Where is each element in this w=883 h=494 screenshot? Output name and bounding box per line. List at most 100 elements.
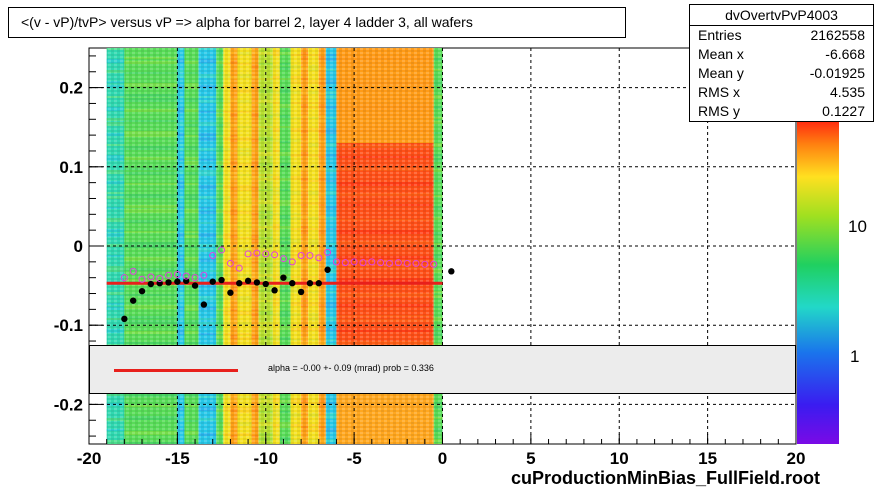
data-point bbox=[174, 278, 181, 285]
data-point bbox=[147, 273, 155, 281]
data-point bbox=[173, 271, 181, 279]
data-point bbox=[412, 259, 420, 267]
axes: -20 -15 -10 -5 0 5 10 15 20 0.2 0.1 0 -0.1 -0.2 bbox=[54, 55, 806, 468]
data-point bbox=[271, 287, 278, 294]
data-point bbox=[297, 288, 305, 296]
data-point bbox=[280, 274, 287, 281]
stats-value: 4.535 bbox=[829, 84, 865, 100]
y-tick-label: -0.2 bbox=[54, 395, 83, 414]
data-point bbox=[120, 274, 128, 282]
stats-value: -6.668 bbox=[825, 46, 865, 62]
stats-name: dvOvertvPvP4003 bbox=[690, 5, 873, 26]
data-point bbox=[227, 289, 234, 296]
data-point bbox=[191, 274, 199, 282]
x-tick-label: 20 bbox=[787, 449, 806, 468]
data-point bbox=[183, 277, 190, 285]
data-point bbox=[121, 315, 128, 323]
data-point bbox=[332, 258, 340, 266]
stats-value: -0.01925 bbox=[809, 65, 865, 81]
stats-label: Entries bbox=[698, 27, 742, 43]
chart-title: <(v - vP)/tvP> versus vP => alpha for ba… bbox=[8, 7, 626, 38]
data-point bbox=[209, 278, 216, 285]
data-point bbox=[288, 258, 296, 266]
data-point bbox=[394, 259, 402, 267]
stats-label: RMS y bbox=[698, 103, 740, 119]
data-point bbox=[235, 264, 243, 272]
data-point bbox=[253, 279, 261, 286]
y-tick-label: -0.1 bbox=[54, 316, 83, 335]
data-point bbox=[236, 280, 243, 287]
stats-value: 2162558 bbox=[810, 27, 865, 43]
data-point bbox=[421, 260, 429, 268]
x-tick-label: 0 bbox=[438, 449, 447, 468]
data-point bbox=[262, 280, 269, 288]
data-point bbox=[147, 280, 155, 288]
stats-row: Mean x -6.668 bbox=[690, 45, 873, 64]
stats-label: Mean x bbox=[698, 46, 744, 62]
data-point bbox=[297, 252, 305, 260]
stats-row: RMS y 0.1227 bbox=[690, 102, 873, 121]
data-point bbox=[129, 267, 137, 275]
data-point bbox=[324, 266, 331, 273]
stats-row: Entries 2162558 bbox=[690, 26, 873, 45]
data-point bbox=[156, 280, 163, 287]
stats-label: Mean y bbox=[698, 65, 744, 81]
data-point bbox=[209, 252, 217, 260]
data-point bbox=[200, 301, 208, 308]
data-point bbox=[218, 276, 225, 284]
x-tick-label: 5 bbox=[526, 449, 535, 468]
data-point bbox=[306, 280, 314, 287]
data-point bbox=[403, 259, 411, 267]
data-point bbox=[289, 280, 296, 287]
fit-legend: alpha = -0.00 +- 0.09 (mrad) prob = 0.33… bbox=[89, 345, 796, 394]
stats-row: Mean y -0.01925 bbox=[690, 64, 873, 83]
data-point bbox=[200, 271, 208, 279]
data-point bbox=[156, 274, 164, 282]
data-point bbox=[138, 275, 146, 283]
data-point bbox=[430, 260, 438, 268]
data-point bbox=[271, 251, 279, 259]
stats-row: RMS x 4.535 bbox=[690, 83, 873, 102]
markers bbox=[120, 246, 455, 323]
data-point bbox=[129, 297, 137, 304]
y-tick-label: 0.1 bbox=[59, 158, 83, 177]
y-tick-label: 0.2 bbox=[59, 79, 83, 98]
x-tick-label: 10 bbox=[610, 449, 629, 468]
data-point bbox=[182, 272, 190, 280]
data-point bbox=[244, 277, 252, 285]
fit-legend-line bbox=[114, 369, 238, 372]
x-tick-label: -10 bbox=[253, 449, 278, 468]
x-tick-label: -20 bbox=[77, 449, 102, 468]
x-tick-label: -15 bbox=[165, 449, 190, 468]
data-point bbox=[315, 254, 323, 262]
fit-legend-text: alpha = -0.00 +- 0.09 (mrad) prob = 0.33… bbox=[268, 363, 434, 373]
data-point bbox=[218, 246, 226, 254]
data-point bbox=[306, 252, 314, 260]
stats-box: dvOvertvPvP4003 Entries 2162558 Mean x -… bbox=[689, 4, 874, 122]
data-point bbox=[341, 259, 349, 267]
data-point bbox=[165, 271, 173, 279]
data-point bbox=[359, 259, 367, 267]
data-point bbox=[253, 249, 261, 257]
data-point bbox=[350, 258, 358, 266]
data-point bbox=[385, 259, 393, 267]
stats-label: RMS x bbox=[698, 84, 740, 100]
data-point bbox=[279, 255, 287, 263]
data-point bbox=[377, 259, 385, 267]
y-tick-label: 0 bbox=[74, 237, 83, 256]
data-point bbox=[262, 250, 270, 258]
data-point bbox=[226, 259, 234, 267]
stats-value: 0.1227 bbox=[822, 103, 865, 119]
data-point bbox=[244, 250, 252, 258]
data-point bbox=[324, 248, 332, 256]
data-point bbox=[448, 268, 455, 275]
x-axis-title: cuProductionMinBias_FullField.root bbox=[510, 468, 820, 488]
data-point bbox=[191, 282, 199, 289]
palette-tick-label: 1 bbox=[850, 347, 859, 366]
data-point bbox=[165, 279, 172, 286]
x-tick-label: -5 bbox=[347, 449, 362, 468]
x-tick-label: 15 bbox=[698, 449, 717, 468]
data-point bbox=[138, 287, 146, 295]
data-point bbox=[315, 280, 322, 287]
data-point bbox=[368, 258, 376, 266]
